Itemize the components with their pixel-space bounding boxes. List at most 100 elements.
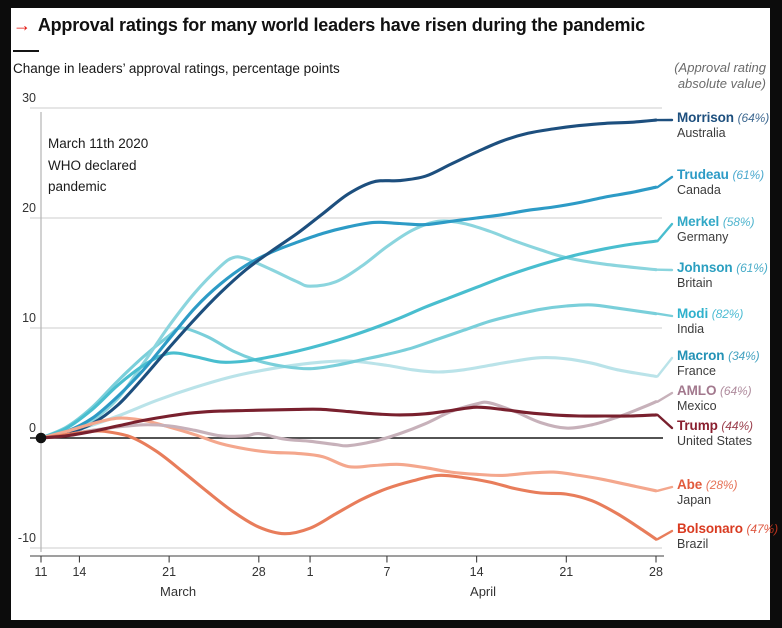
legend-leader-name: Modi (82%) xyxy=(677,306,743,321)
approval-note: (Approval rating absolute value) xyxy=(674,60,766,92)
legend-connector-merkel xyxy=(656,222,674,243)
legend-leader-name: Morrison (64%) xyxy=(677,110,769,125)
x-axis-label: 1 xyxy=(306,565,314,579)
origin-dot xyxy=(35,432,47,444)
leader-name-text: Morrison xyxy=(677,110,738,125)
leader-approval-value: (64%) xyxy=(737,111,770,125)
approval-note-line1: (Approval rating xyxy=(674,60,766,75)
series-line-morrison xyxy=(39,118,658,440)
legend-country: Brazil xyxy=(677,537,709,551)
leader-approval-value: (82%) xyxy=(711,307,744,321)
leader-name-text: Trump xyxy=(677,418,722,433)
legend-country: United States xyxy=(677,434,753,448)
leader-name-text: Johnson xyxy=(677,260,737,275)
legend-leader-name: Johnson (61%) xyxy=(677,260,768,275)
series-line-merkel xyxy=(39,239,658,440)
legend-entry-trump: Trump (44%) United States xyxy=(677,418,753,448)
annotation-line3: pandemic xyxy=(48,179,107,194)
legend-leader-name: AMLO (64%) xyxy=(677,383,752,398)
leader-name-text: Bolsonaro xyxy=(677,521,747,536)
headline-row: → Approval ratings for many world leader… xyxy=(13,15,753,36)
legend-country: France xyxy=(677,364,716,378)
legend-connector-modi xyxy=(656,312,674,318)
leader-approval-value: (61%) xyxy=(736,261,768,275)
legend-leader-name: Abe (28%) xyxy=(677,477,737,492)
x-axis-label: 28 xyxy=(251,565,266,579)
legend-entry-bolsonaro: Bolsonaro (47%) Brazil xyxy=(677,521,778,551)
legend-connector-amlo xyxy=(656,391,674,403)
leader-name-text: AMLO xyxy=(677,383,720,398)
legend-connector-trump xyxy=(656,413,674,430)
x-axis-label: 28 xyxy=(649,565,663,579)
pandemic-annotation: March 11th 2020 WHO declared pandemic xyxy=(48,133,148,198)
legend-connector-macron xyxy=(656,356,674,378)
legend-country: Canada xyxy=(677,183,721,197)
chart-subtitle: Change in leaders’ approval ratings, per… xyxy=(13,61,340,76)
legend-country: Japan xyxy=(677,493,712,507)
leader-name-text: Modi xyxy=(677,306,712,321)
legend-leader-name: Merkel (58%) xyxy=(677,214,754,229)
leader-approval-value: (58%) xyxy=(722,215,755,229)
series-line-trump xyxy=(39,405,658,440)
leader-name-text: Macron xyxy=(677,348,729,363)
leader-name-text: Abe xyxy=(677,477,706,492)
legend-connectors xyxy=(656,118,674,541)
series-line-bolsonaro xyxy=(39,429,658,541)
leader-name-text: Merkel xyxy=(677,214,723,229)
legend-entry-merkel: Merkel (58%) Germany xyxy=(677,214,754,244)
series-line-macron xyxy=(39,356,658,440)
y-axis-label-30: 30 xyxy=(22,91,36,105)
y-axis-label-20: 20 xyxy=(22,201,36,215)
legend-leader-name: Trump (44%) xyxy=(677,418,753,433)
legend-connector-bolsonaro xyxy=(656,529,674,541)
legend-country: Germany xyxy=(677,230,729,244)
leader-approval-value: (28%) xyxy=(705,478,738,492)
leader-approval-value: (47%) xyxy=(746,522,779,536)
legend-connector-abe xyxy=(656,485,674,492)
legend-entry-morrison: Morrison (64%) Australia xyxy=(677,110,769,140)
legend-country: India xyxy=(677,322,705,336)
gridlines xyxy=(30,107,662,549)
axis-tickmarks xyxy=(40,556,657,563)
legend-leader-name: Macron (34%) xyxy=(677,348,760,363)
legend-country: Britain xyxy=(677,276,713,290)
leader-approval-value: (61%) xyxy=(732,168,764,182)
leader-approval-value: (34%) xyxy=(728,349,760,363)
leader-approval-value: (44%) xyxy=(721,419,753,433)
series-line-amlo xyxy=(39,400,658,448)
page-title: Approval ratings for many world leaders … xyxy=(37,15,645,35)
annotation-line2: WHO declared xyxy=(48,157,137,173)
headline-rule xyxy=(13,50,39,52)
annotation-line1: March 11th 2020 xyxy=(48,136,149,151)
leader-approval-value: (64%) xyxy=(720,384,752,398)
legend-entry-modi: Modi (82%) India xyxy=(677,306,743,336)
legend-leader-name: Bolsonaro (47%) xyxy=(677,521,778,536)
legend-entry-trudeau: Trudeau (61%) Canada xyxy=(677,167,764,197)
x-axis-label: 11 xyxy=(34,565,48,579)
y-axis-label-0: 0 xyxy=(29,421,36,435)
month-label-april: April xyxy=(470,584,497,599)
month-label-march: March xyxy=(160,584,197,599)
series-layer xyxy=(39,118,658,541)
legend-country: Australia xyxy=(677,126,726,140)
legend-country: Mexico xyxy=(677,399,717,413)
red-arrow-icon: → xyxy=(13,15,31,35)
legend-entry-abe: Abe (28%) Japan xyxy=(677,477,737,507)
leader-name-text: Trudeau xyxy=(677,167,733,182)
series-line-johnson xyxy=(39,219,658,440)
approval-note-line2: absolute value) xyxy=(677,76,766,91)
legend-entry-amlo: AMLO (64%) Mexico xyxy=(677,383,752,413)
x-axis-label: 21 xyxy=(162,565,177,579)
legend-entry-johnson: Johnson (61%) Britain xyxy=(677,260,768,290)
x-axis-label: 7 xyxy=(383,565,391,579)
x-axis-label: 21 xyxy=(559,565,574,579)
legend-leader-name: Trudeau (61%) xyxy=(677,167,764,182)
y-axis-label--10: -10 xyxy=(17,531,36,545)
legend-connector-trudeau xyxy=(656,175,674,189)
chart-panel xyxy=(11,8,770,620)
series-line-trudeau xyxy=(39,185,658,440)
legend-entry-macron: Macron (34%) France xyxy=(677,348,760,378)
series-line-modi xyxy=(39,303,658,440)
